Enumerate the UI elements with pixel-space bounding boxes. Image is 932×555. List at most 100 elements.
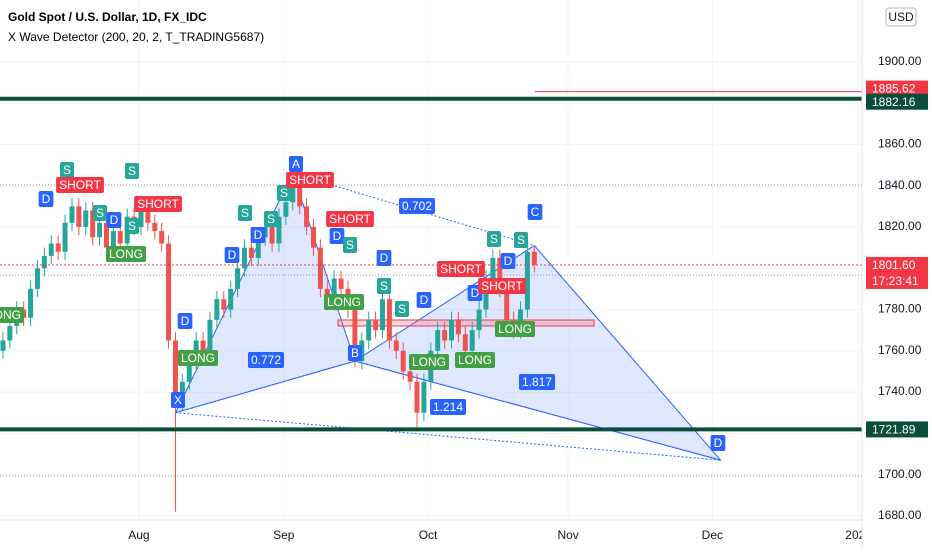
- price-tag: [866, 421, 928, 438]
- ratio-box: [518, 374, 556, 390]
- signal-text: SHORT: [481, 279, 523, 293]
- y-tick-label: 1780.00: [878, 302, 922, 316]
- candle-body: [103, 222, 109, 248]
- ratio-box: [429, 399, 467, 415]
- signal-text: LONG: [181, 351, 215, 365]
- y-tick-label: 1680.00: [878, 508, 922, 522]
- signal-box: [250, 227, 266, 243]
- signal: LONG: [323, 294, 365, 310]
- signal: D: [38, 191, 54, 207]
- pattern-point-box: [170, 392, 186, 408]
- signal-box: [224, 247, 240, 263]
- candle-body: [504, 288, 510, 320]
- pattern-dotted: [354, 360, 721, 461]
- pattern-point-box: [527, 204, 543, 220]
- signal-text: LONG: [412, 355, 446, 369]
- candle-body: [352, 309, 358, 362]
- pattern-point: A: [288, 156, 304, 172]
- signal-box: [59, 162, 75, 178]
- signal-text: D: [181, 314, 190, 328]
- signal-text: LONG: [0, 308, 21, 322]
- candle-body: [235, 268, 241, 289]
- signal-text: S: [63, 163, 71, 177]
- signal-text: D: [420, 293, 429, 307]
- ratio-box: [398, 198, 436, 214]
- signal: LONG: [0, 307, 25, 323]
- signal-box: [454, 352, 496, 368]
- signal-box: [408, 354, 450, 370]
- signal: S: [59, 162, 75, 178]
- signal-box: [124, 163, 140, 179]
- candle-body: [228, 288, 234, 310]
- candle-body: [304, 206, 310, 227]
- pattern-point-box: [288, 156, 304, 172]
- signal: S: [342, 237, 358, 253]
- signal-text: D: [228, 248, 237, 262]
- candle-body: [241, 247, 247, 269]
- signal: D: [329, 228, 345, 244]
- candle-body: [462, 334, 468, 351]
- signal: D: [416, 292, 432, 308]
- signal: LONG: [177, 350, 219, 366]
- signal-text: S: [128, 164, 136, 178]
- candle-body: [297, 185, 303, 207]
- pattern-point: C: [527, 204, 543, 220]
- pattern-point: D: [710, 435, 726, 451]
- signal: S: [394, 301, 410, 317]
- signal-box: [0, 307, 25, 323]
- candle-body: [483, 278, 489, 310]
- price-tag-text: 1721.89: [872, 423, 916, 437]
- candle-body: [407, 371, 413, 382]
- ratio: 0.772: [247, 352, 285, 368]
- candle-body: [110, 231, 116, 248]
- signal-box: [134, 196, 182, 212]
- signal: SHORT: [437, 261, 485, 277]
- signal-text: S: [398, 302, 406, 316]
- signal-text: S: [280, 186, 288, 200]
- signal-box: [494, 321, 536, 337]
- signal-box: [106, 212, 122, 228]
- candle-body: [152, 222, 158, 232]
- signal-text: D: [333, 229, 342, 243]
- candle-body: [524, 251, 530, 310]
- signal: SHORT: [478, 278, 526, 294]
- candle-body: [366, 319, 372, 341]
- signal: SHORT: [56, 177, 104, 193]
- countdown: 17:23:41: [872, 274, 919, 288]
- price-tag: [866, 93, 928, 110]
- signal: D: [376, 250, 392, 266]
- candle-body: [0, 340, 6, 351]
- candle-body: [83, 210, 89, 227]
- signal-text: SHORT: [289, 173, 331, 187]
- price-tag-text: 1885.62: [872, 82, 916, 96]
- signal-box: [56, 177, 104, 193]
- signal-box: [513, 232, 529, 248]
- candle-body: [283, 202, 289, 217]
- signal: D: [500, 253, 516, 269]
- candle-body: [172, 340, 178, 403]
- candle-body: [159, 231, 165, 244]
- signal-text: S: [517, 233, 525, 247]
- price-tag-text: 1882.16: [872, 95, 916, 109]
- signal-box: [342, 237, 358, 253]
- signal: LONG: [408, 354, 450, 370]
- candle-body: [28, 288, 34, 318]
- signal-text: D: [110, 213, 119, 227]
- signal: S: [513, 232, 529, 248]
- pattern-point-text: X: [174, 393, 182, 407]
- candle-body: [207, 319, 213, 351]
- signal-text: LONG: [327, 295, 361, 309]
- signal-box: [124, 218, 140, 234]
- candle-body: [138, 206, 144, 227]
- signal-box: [478, 278, 526, 294]
- signal-box: [263, 211, 279, 227]
- candle-body: [248, 247, 254, 258]
- candle-body: [386, 299, 392, 341]
- indicator: X Wave Detector (200, 20, 2, T_TRADING56…: [8, 30, 264, 44]
- candle-body: [290, 185, 296, 203]
- signal: LONG: [105, 246, 147, 262]
- signal-box: [105, 246, 147, 262]
- signal-box: [329, 228, 345, 244]
- signal-text: LONG: [498, 322, 532, 336]
- signal: S: [376, 278, 392, 294]
